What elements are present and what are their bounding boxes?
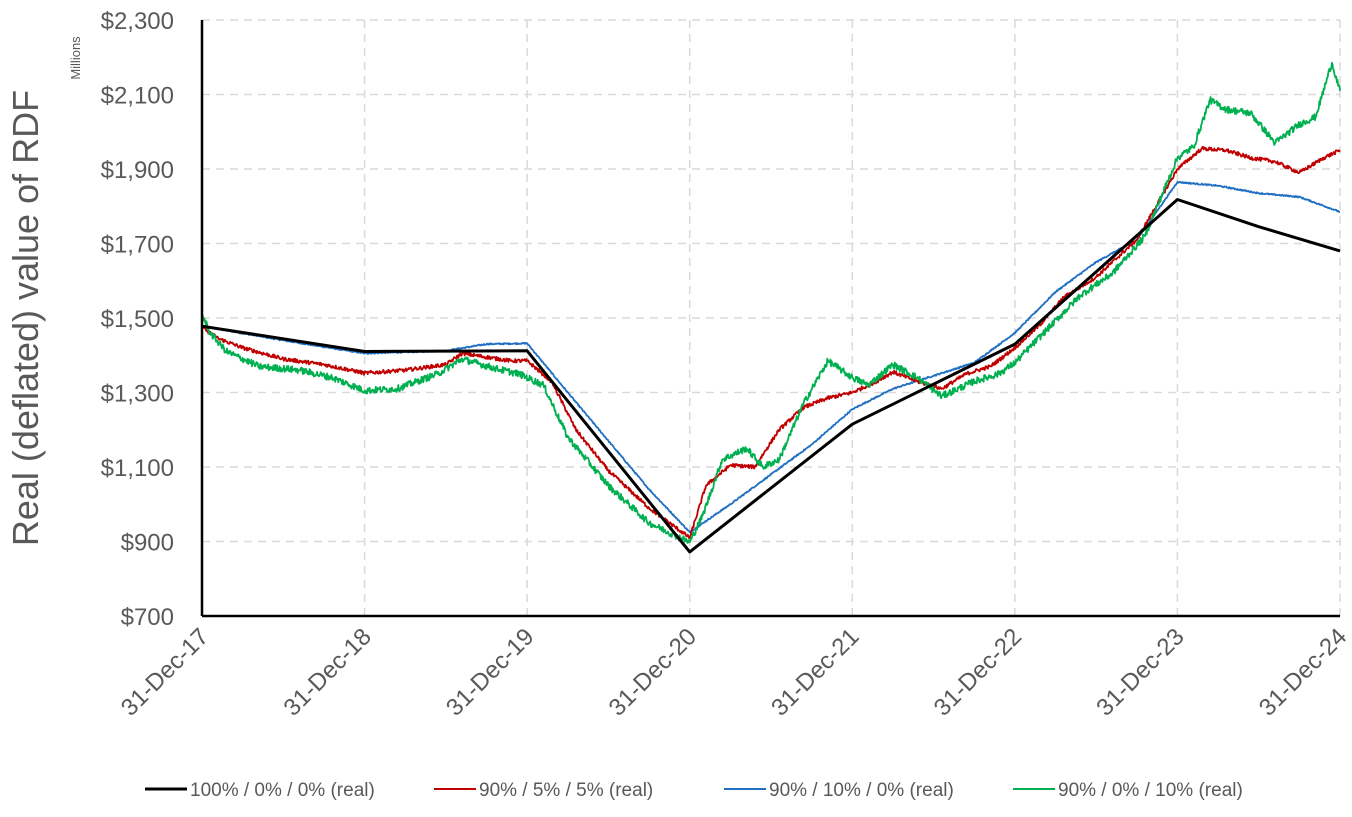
- y-axis-title: Real (deflated) value of RDF: [5, 90, 46, 546]
- legend: 100% / 0% / 0% (real) 90% / 5% / 5% (real…: [145, 780, 1243, 801]
- y-tick-label: $1,100: [101, 455, 174, 482]
- grid-layer: [202, 19, 1341, 616]
- x-tick-label: 31-Dec-21: [766, 623, 864, 721]
- legend-label: 90% / 5% / 5% (real): [479, 780, 653, 801]
- x-tick-label: 31-Dec-24: [1254, 623, 1352, 721]
- axes-layer: [200, 20, 1340, 618]
- series-line-3: [201, 180, 1341, 534]
- x-tick-label: 31-Dec-22: [929, 623, 1027, 721]
- x-tick-labels: 31-Dec-17 31-Dec-18 31-Dec-19 31-Dec-20 31-D…: [116, 623, 1352, 721]
- y-tick-label: $900: [121, 530, 174, 557]
- x-tick-label: 31-Dec-18: [278, 623, 376, 721]
- y-tick-labels: $700 $900 $1,100 $1,300 $1,500 $1,700 $1,900 $2…: [101, 8, 174, 631]
- x-tick-label: 31-Dec-19: [441, 623, 539, 721]
- y-tick-label: $1,700: [101, 232, 174, 259]
- y-tick-label: $2,100: [101, 83, 174, 110]
- x-tick-label: 31-Dec-23: [1091, 623, 1189, 721]
- legend-label: 90% / 10% / 0% (real): [769, 780, 954, 801]
- x-tick-label: 31-Dec-17: [116, 623, 214, 721]
- series-line-1: [201, 198, 1341, 554]
- y-tick-label: $1,900: [101, 157, 174, 184]
- y-tick-label: $1,300: [101, 381, 174, 408]
- legend-label: 100% / 0% / 0% (real): [190, 780, 375, 801]
- legend-label: 90% / 0% / 10% (real): [1058, 780, 1243, 801]
- series-line-2: [201, 146, 1341, 540]
- series-line-4: [201, 61, 1341, 544]
- series-layer: [201, 61, 1341, 554]
- x-tick-label: 31-Dec-20: [604, 623, 702, 721]
- y-axis-unit-label: Millions: [68, 36, 83, 80]
- y-tick-label: $1,500: [101, 306, 174, 333]
- y-tick-label: $700: [121, 604, 174, 631]
- y-tick-label: $2,300: [101, 8, 174, 35]
